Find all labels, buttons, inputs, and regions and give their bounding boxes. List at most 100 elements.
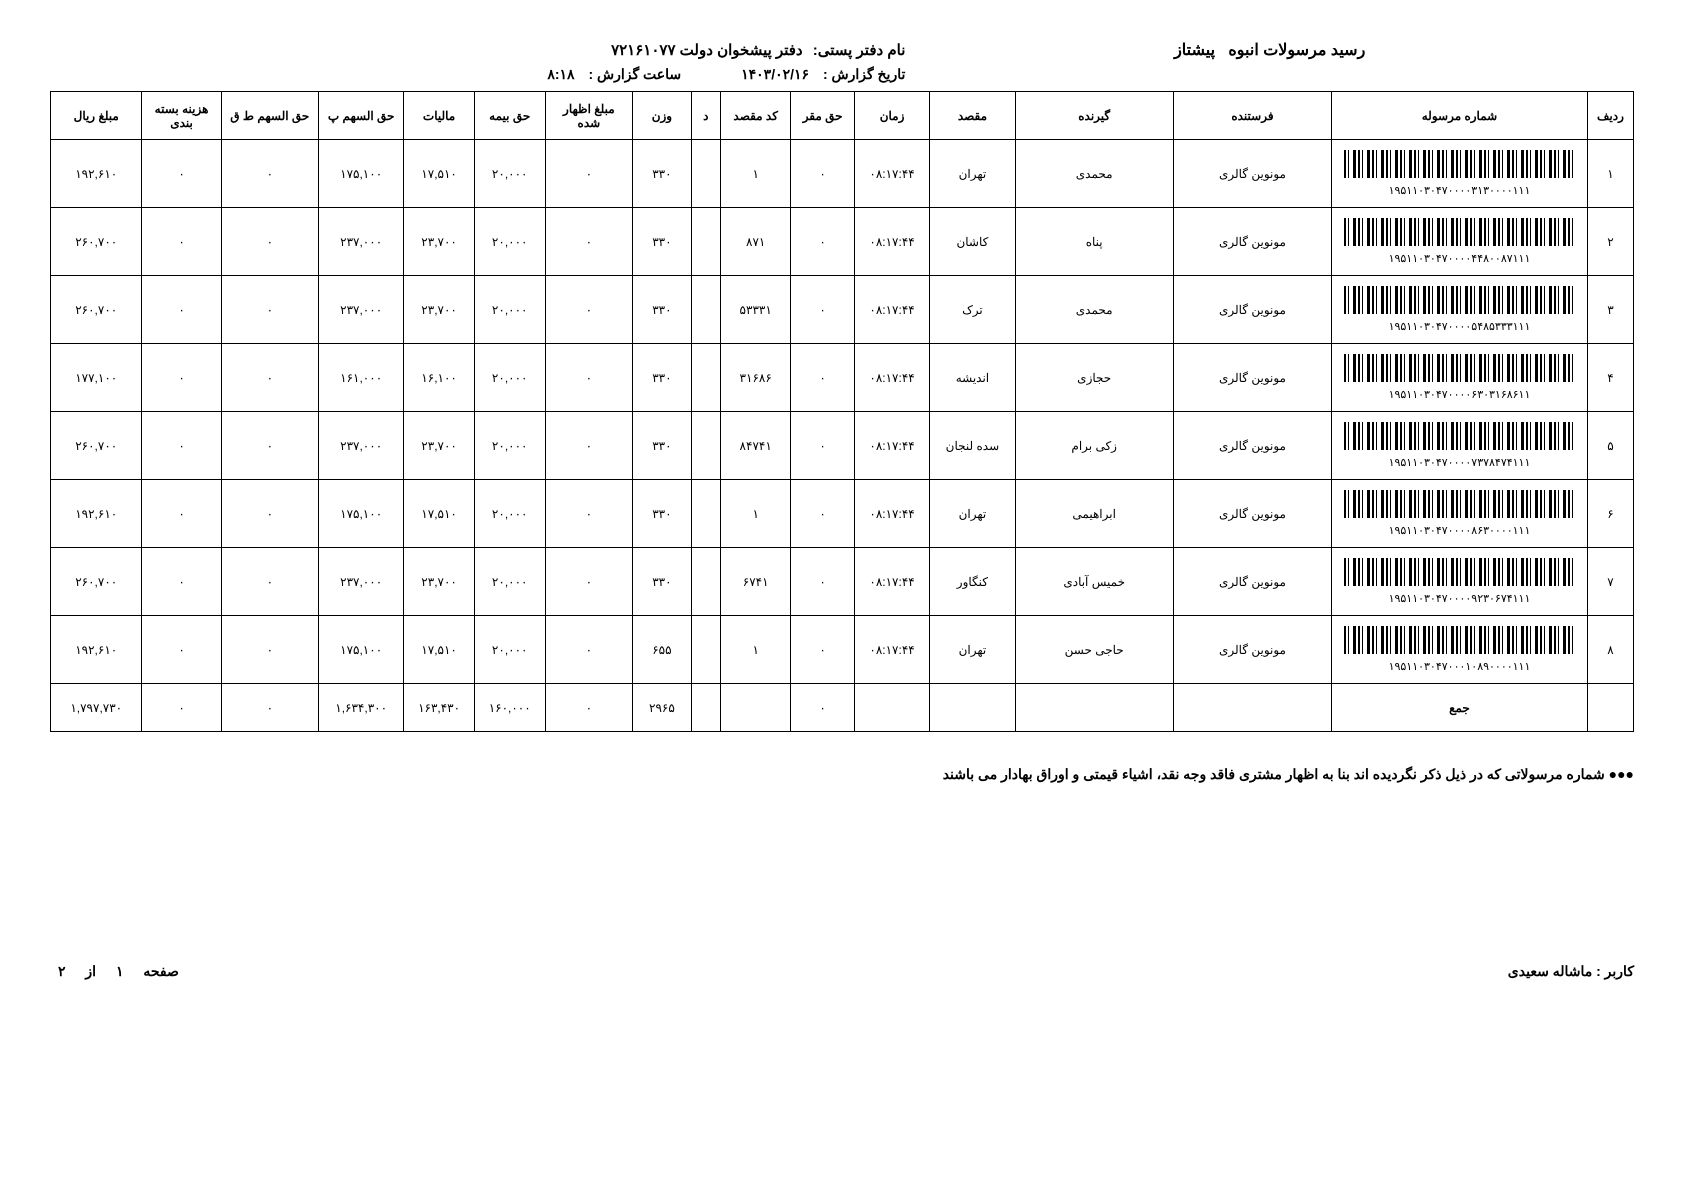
cell-code: ۱ <box>720 480 791 548</box>
report-title: رسید مرسولات انبوه پیشتاز <box>905 40 1634 60</box>
col-row: ردیف <box>1587 92 1633 140</box>
tracking-number: ۱۹۵۱۱۰۳۰۴۷۰۰۰۰۷۳۷۸۴۷۴۱۱۱ <box>1337 456 1582 469</box>
cell-packaging: ۰ <box>142 548 221 616</box>
cell-declared: ۰ <box>545 616 633 684</box>
report-date: تاریخ گزارش : ۱۴۰۳/۰۲/۱۶ <box>741 66 905 83</box>
cell-amount: ۲۶۰,۷۰۰ <box>51 548 142 616</box>
cell-sender: مونوین گالری <box>1173 276 1331 344</box>
cell-code: ۳۱۶۸۶ <box>720 344 791 412</box>
cell-insurance: ۲۰,۰۰۰ <box>474 480 545 548</box>
cell-share-p: ۲۳۷,۰۰۰ <box>319 548 404 616</box>
cell-tax: ۲۳,۷۰۰ <box>404 548 475 616</box>
cell-sender: مونوین گالری <box>1173 480 1331 548</box>
cell-weight: ۳۳۰ <box>633 140 691 208</box>
barcode-icon <box>1344 490 1574 518</box>
cell-index: ۴ <box>1587 344 1633 412</box>
office-name: نام دفتر پستی: دفتر پیشخوان دولت ۷۲۱۶۱۰۷… <box>50 41 905 59</box>
user-value: ماشاله سعیدی <box>1508 963 1592 979</box>
cell-code: ۶۷۴۱ <box>720 548 791 616</box>
cell-packaging: ۰ <box>142 344 221 412</box>
cell-index: ۷ <box>1587 548 1633 616</box>
table-row: ۶۱۹۵۱۱۰۳۰۴۷۰۰۰۰۸۶۳۰۰۰۰۱۱۱مونوین گالریابر… <box>51 480 1634 548</box>
cell-share-tq: ۰ <box>221 616 318 684</box>
tracking-number: ۱۹۵۱۱۰۳۰۴۷۰۰۰۰۳۱۳۰۰۰۰۱۱۱ <box>1337 184 1582 197</box>
report-time: ساعت گزارش : ۸:۱۸ <box>547 66 681 83</box>
cell-haq: ۰ <box>791 412 854 480</box>
totals-amount: ۱,۷۹۷,۷۳۰ <box>51 684 142 732</box>
cell-tax: ۱۷,۵۱۰ <box>404 616 475 684</box>
col-tax: مالیات <box>404 92 475 140</box>
totals-share-p: ۱,۶۳۴,۳۰۰ <box>319 684 404 732</box>
cell-haq: ۰ <box>791 480 854 548</box>
report-time-value: ۸:۱۸ <box>547 66 574 82</box>
cell-share-p: ۱۷۵,۱۰۰ <box>319 480 404 548</box>
table-row: ۸۱۹۵۱۱۰۳۰۴۷۰۰۰۱۰۸۹۰۰۰۰۱۱۱مونوین گالریحاج… <box>51 616 1634 684</box>
barcode-icon <box>1344 422 1574 450</box>
cell-d <box>691 480 720 548</box>
report-date-value: ۱۴۰۳/۰۲/۱۶ <box>741 66 809 82</box>
tracking-number: ۱۹۵۱۱۰۳۰۴۷۰۰۰۱۰۸۹۰۰۰۰۱۱۱ <box>1337 660 1582 673</box>
table-row: ۳۱۹۵۱۱۰۳۰۴۷۰۰۰۰۵۴۸۵۳۳۳۱۱۱مونوین گالریمحم… <box>51 276 1634 344</box>
cell-dest: ترک <box>930 276 1015 344</box>
cell-d <box>691 344 720 412</box>
cell-shipment: ۱۹۵۱۱۰۳۰۴۷۰۰۰۰۷۳۷۸۴۷۴۱۱۱ <box>1332 412 1588 480</box>
cell-shipment: ۱۹۵۱۱۰۳۰۴۷۰۰۰۰۸۶۳۰۰۰۰۱۱۱ <box>1332 480 1588 548</box>
col-haq-maqar: حق مقر <box>791 92 854 140</box>
cell-declared: ۰ <box>545 140 633 208</box>
cell-insurance: ۲۰,۰۰۰ <box>474 276 545 344</box>
cell-amount: ۱۹۲,۶۱۰ <box>51 140 142 208</box>
cell-weight: ۳۳۰ <box>633 548 691 616</box>
cell-time: ۰۸:۱۷:۴۴ <box>854 344 930 412</box>
cell-share-tq: ۰ <box>221 276 318 344</box>
col-dest: مقصد <box>930 92 1015 140</box>
barcode-icon <box>1344 354 1574 382</box>
totals-empty <box>1587 684 1633 732</box>
cell-sender: مونوین گالری <box>1173 208 1331 276</box>
page-footer: کاربر : ماشاله سعیدی صفحه ۱ از ۲ <box>50 963 1634 980</box>
cell-code: ۱ <box>720 616 791 684</box>
col-weight: وزن <box>633 92 691 140</box>
cell-tax: ۱۶,۱۰۰ <box>404 344 475 412</box>
col-share-tq: حق السهم ط ق <box>221 92 318 140</box>
cell-time: ۰۸:۱۷:۴۴ <box>854 480 930 548</box>
cell-share-p: ۱۷۵,۱۰۰ <box>319 616 404 684</box>
cell-amount: ۲۶۰,۷۰۰ <box>51 276 142 344</box>
cell-d <box>691 412 720 480</box>
totals-empty <box>720 684 791 732</box>
cell-weight: ۳۳۰ <box>633 412 691 480</box>
totals-empty <box>1173 684 1331 732</box>
cell-dest: کاشان <box>930 208 1015 276</box>
cell-amount: ۲۶۰,۷۰۰ <box>51 208 142 276</box>
barcode-icon <box>1344 286 1574 314</box>
col-d: د <box>691 92 720 140</box>
report-header: رسید مرسولات انبوه پیشتاز نام دفتر پستی:… <box>50 40 1634 83</box>
cell-code: ۸۴۷۴۱ <box>720 412 791 480</box>
cell-sender: مونوین گالری <box>1173 616 1331 684</box>
table-row: ۵۱۹۵۱۱۰۳۰۴۷۰۰۰۰۷۳۷۸۴۷۴۱۱۱مونوین گالریزکی… <box>51 412 1634 480</box>
totals-label: جمع <box>1332 684 1588 732</box>
shipments-table: ردیف شماره مرسوله فرستنده گیرنده مقصد زم… <box>50 91 1634 732</box>
col-receiver: گیرنده <box>1015 92 1173 140</box>
cell-tax: ۲۳,۷۰۰ <box>404 276 475 344</box>
cell-haq: ۰ <box>791 616 854 684</box>
cell-tax: ۱۷,۵۱۰ <box>404 480 475 548</box>
barcode-icon <box>1344 626 1574 654</box>
cell-time: ۰۸:۱۷:۴۴ <box>854 548 930 616</box>
table-row: ۷۱۹۵۱۱۰۳۰۴۷۰۰۰۰۹۲۳۰۶۷۴۱۱۱مونوین گالریخمی… <box>51 548 1634 616</box>
cell-declared: ۰ <box>545 276 633 344</box>
cell-shipment: ۱۹۵۱۱۰۳۰۴۷۰۰۰۰۴۴۸۰۰۸۷۱۱۱ <box>1332 208 1588 276</box>
cell-packaging: ۰ <box>142 276 221 344</box>
cell-share-p: ۲۳۷,۰۰۰ <box>319 412 404 480</box>
cell-haq: ۰ <box>791 276 854 344</box>
cell-haq: ۰ <box>791 140 854 208</box>
cell-packaging: ۰ <box>142 412 221 480</box>
page-current: ۱ <box>116 963 124 979</box>
cell-insurance: ۲۰,۰۰۰ <box>474 344 545 412</box>
cell-index: ۲ <box>1587 208 1633 276</box>
cell-share-p: ۱۶۱,۰۰۰ <box>319 344 404 412</box>
cell-share-tq: ۰ <box>221 480 318 548</box>
cell-dest: تهران <box>930 616 1015 684</box>
cell-insurance: ۲۰,۰۰۰ <box>474 412 545 480</box>
cell-d <box>691 548 720 616</box>
cell-receiver: حاجی حسن <box>1015 616 1173 684</box>
